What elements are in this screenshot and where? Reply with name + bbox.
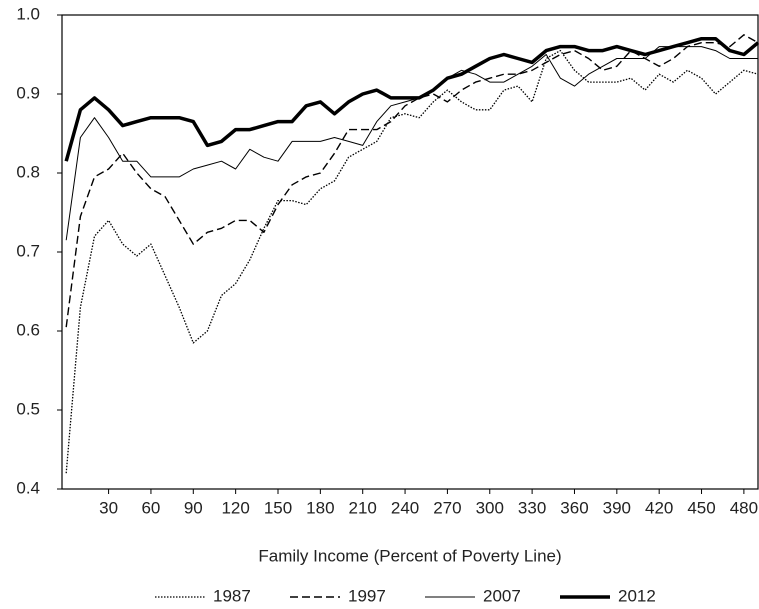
line-thin [65, 46, 758, 241]
x-tick-label: 240 [391, 498, 419, 517]
x-tick-label: 120 [221, 498, 249, 517]
y-tick-label: 0.9 [16, 83, 40, 102]
legend-label: 2007 [483, 586, 521, 605]
legend-label: 1997 [348, 586, 386, 605]
y-tick-label: 0.6 [16, 320, 40, 339]
x-tick-label: 270 [433, 498, 461, 517]
y-tick-label: 0.7 [16, 241, 40, 260]
x-tick-label: 390 [603, 498, 631, 517]
x-tick-label: 450 [687, 498, 715, 517]
legend-label: 1987 [213, 586, 251, 605]
y-tick-label: 0.5 [16, 399, 40, 418]
legend-label: 2012 [618, 586, 656, 605]
x-tick-label: 420 [645, 498, 673, 517]
x-axis-title: Family Income (Percent of Poverty Line) [258, 546, 561, 565]
y-tick-label: 0.8 [16, 162, 40, 181]
x-tick-label: 90 [184, 498, 203, 517]
line-dotted [65, 49, 759, 474]
line-thick [64, 36, 759, 162]
plot-frame [61, 14, 759, 490]
x-tick-label: 150 [264, 498, 292, 517]
x-tick-label: 300 [476, 498, 504, 517]
x-tick-label: 60 [141, 498, 160, 517]
x-tick-label: 480 [730, 498, 758, 517]
y-tick-label: 0.4 [16, 478, 40, 497]
x-tick-label: 180 [306, 498, 334, 517]
x-tick-label: 360 [560, 498, 588, 517]
x-tick-label: 30 [99, 498, 118, 517]
x-tick-label: 330 [518, 498, 546, 517]
y-tick-label: 1.0 [16, 4, 40, 23]
x-tick-label: 210 [349, 498, 377, 517]
line-dashed [65, 34, 759, 328]
